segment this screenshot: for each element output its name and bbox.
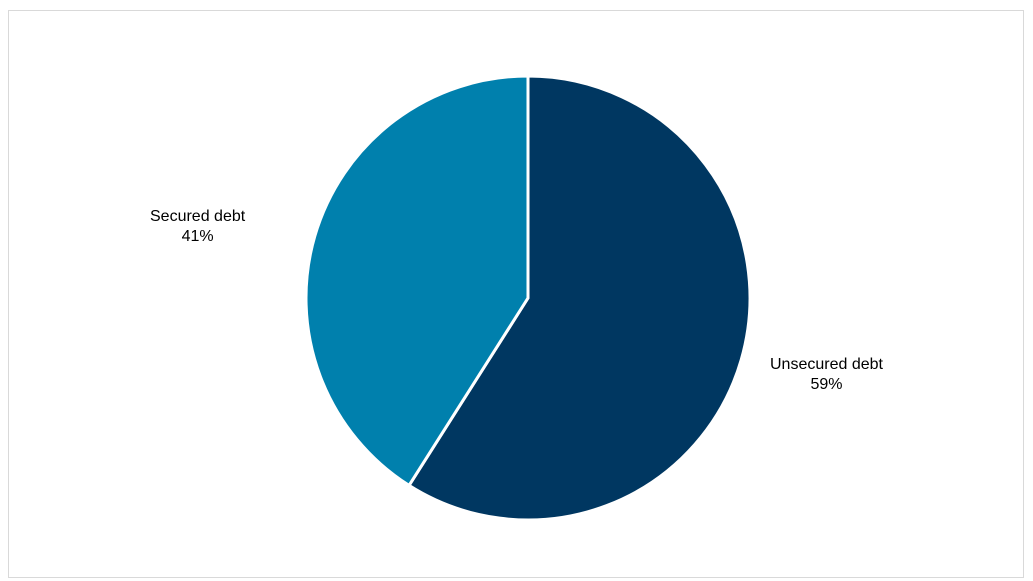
pie-slice-unsecured-debt	[407, 74, 752, 522]
slice-value-secured-debt: 41%	[181, 228, 214, 245]
slice-value-unsecured-debt: 59%	[810, 376, 843, 393]
pie-slice-secured-debt	[304, 74, 530, 487]
slice-name-unsecured-debt: Unsecured debt	[770, 356, 883, 373]
slice-name-secured-debt: Secured debt	[150, 208, 246, 225]
data-label-unsecured-debt: Unsecured debt 59%	[770, 355, 883, 395]
data-label-secured-debt: Secured debt 41%	[150, 207, 245, 247]
